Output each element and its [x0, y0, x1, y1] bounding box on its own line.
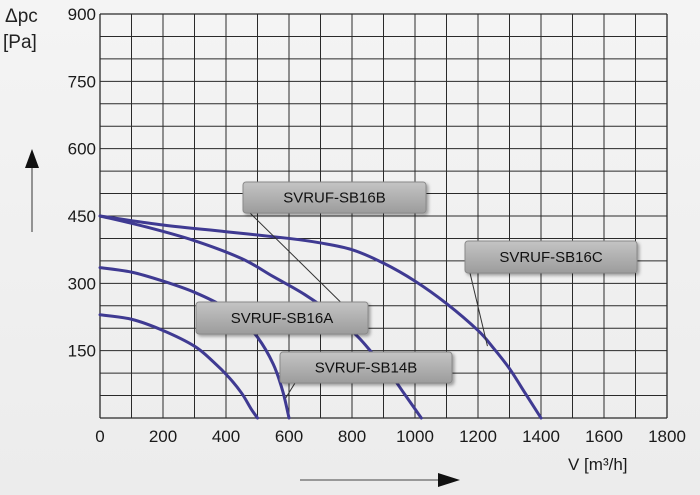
grid [99, 13, 668, 419]
annotation-leader-line [285, 382, 296, 399]
annotation-box: SVRUF-SB14B [279, 351, 453, 384]
annotation-box-bg [195, 301, 369, 335]
annotation-box-bg [464, 240, 638, 274]
x-axis-arrow [300, 473, 460, 487]
annotation-boxes: SVRUF-SB16B SVRUF-SB16C SVRUF-SB16A SVRUF-S… [195, 181, 638, 384]
x-tick-labels: 0 200 400 600 800 1000 1200 1400 1600 1800 [95, 427, 686, 446]
x-tick-label: 1200 [459, 427, 497, 446]
x-tick-label: 1000 [396, 427, 434, 446]
annotation-label: SVRUF-SB16B [283, 190, 386, 207]
y-tick-label: 150 [68, 342, 96, 361]
y-axis-label-line2: [Pa] [3, 32, 37, 53]
x-tick-label: 200 [149, 427, 177, 446]
x-tick-label: 1600 [585, 427, 623, 446]
annotation-label: SVRUF-SB16A [231, 310, 334, 327]
series-line [98, 313, 259, 420]
annotation-box-bg [279, 351, 453, 384]
annotation-box: SVRUF-SB16A [195, 301, 369, 335]
annotation-box: SVRUF-SB16C [464, 240, 638, 274]
annotation-box-bg [242, 181, 427, 214]
x-tick-label: 600 [275, 427, 303, 446]
annotation-label: SVRUF-SB14B [315, 360, 418, 377]
y-tick-label: 600 [68, 140, 96, 159]
x-tick-label: 800 [338, 427, 366, 446]
x-axis-label: V [m³/h] [568, 455, 628, 474]
y-tick-label: 300 [68, 274, 96, 293]
series-line [98, 214, 543, 420]
x-tick-label: 0 [95, 427, 104, 446]
y-tick-labels: 150 300 450 600 750 900 [68, 5, 96, 361]
x-tick-label: 1400 [522, 427, 560, 446]
y-tick-label: 900 [68, 5, 96, 24]
y-axis-label-line1: Δpc [5, 6, 38, 27]
annotation-leader-line [249, 212, 343, 305]
y-axis-arrow [25, 149, 39, 232]
annotation-box: SVRUF-SB16B [242, 181, 427, 214]
annotation-leader-line [469, 272, 488, 347]
y-tick-label: 450 [68, 207, 96, 226]
x-tick-label: 1800 [648, 427, 686, 446]
y-tick-label: 750 [68, 72, 96, 91]
x-tick-label: 400 [212, 427, 240, 446]
annotation-label: SVRUF-SB16C [499, 249, 603, 266]
